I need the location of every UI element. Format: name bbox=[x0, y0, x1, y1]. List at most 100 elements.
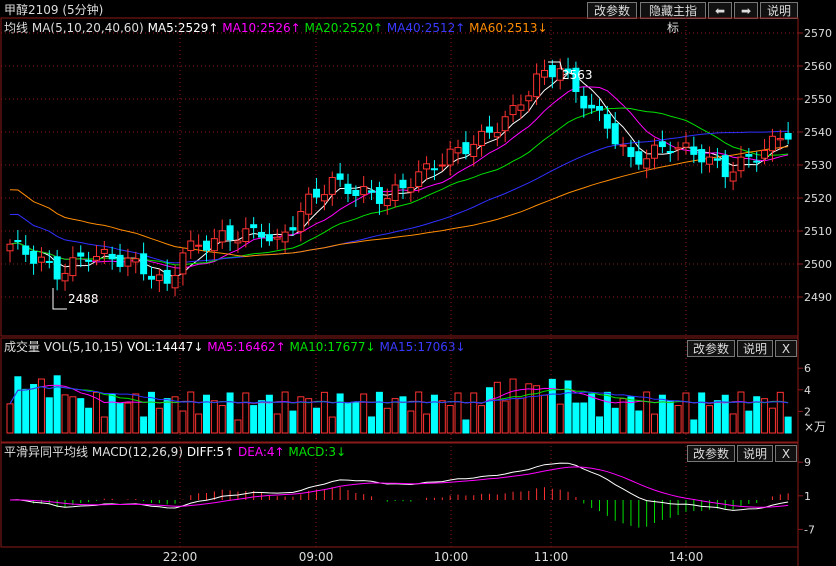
volume-bar bbox=[580, 402, 588, 434]
volume-bar bbox=[368, 416, 376, 434]
volume-bar bbox=[540, 394, 548, 434]
macd-help-button[interactable]: 说明 bbox=[737, 445, 773, 462]
volume-bar bbox=[548, 378, 556, 434]
candle-up bbox=[155, 274, 163, 282]
volume-bar bbox=[761, 398, 769, 434]
volume-bar bbox=[525, 383, 533, 434]
volume-bar bbox=[375, 391, 383, 434]
macd-tick-label: -7 bbox=[804, 523, 815, 536]
macd-value: MACD:3↓ bbox=[288, 445, 347, 459]
volume-close-button[interactable]: X bbox=[775, 340, 797, 357]
volume-bar bbox=[423, 413, 431, 434]
volume-bar bbox=[218, 405, 226, 434]
candle-up bbox=[470, 143, 478, 157]
candle-up bbox=[132, 258, 140, 263]
macd-series bbox=[9, 462, 789, 528]
volume-bar bbox=[92, 391, 100, 434]
candle-down bbox=[690, 146, 698, 155]
candle-up bbox=[100, 248, 108, 254]
candle-down bbox=[399, 179, 407, 189]
volume-bar bbox=[250, 405, 258, 434]
volume-bar bbox=[281, 391, 289, 434]
volume-bar bbox=[564, 380, 572, 434]
candle-up bbox=[438, 164, 446, 167]
candle-down bbox=[564, 68, 572, 73]
candle-up bbox=[124, 257, 132, 267]
macd-close-button[interactable]: X bbox=[775, 445, 797, 462]
candle-down bbox=[53, 256, 61, 280]
candle-up bbox=[234, 240, 242, 244]
candle-up bbox=[61, 272, 69, 282]
volume-bar bbox=[140, 416, 148, 434]
volume-bar bbox=[776, 391, 784, 434]
macd-diff-line bbox=[9, 462, 789, 511]
volume-bar bbox=[706, 405, 714, 434]
price-tick-label: 2550 bbox=[804, 93, 832, 106]
candle-down bbox=[352, 189, 360, 196]
volume-bar bbox=[643, 391, 651, 434]
candle-down bbox=[140, 253, 148, 275]
volume-bar bbox=[658, 394, 666, 434]
candle-up bbox=[533, 73, 541, 98]
candle-down bbox=[713, 158, 721, 161]
candle-down bbox=[265, 234, 273, 242]
candle-up bbox=[328, 176, 336, 195]
candle-up bbox=[454, 147, 462, 154]
grid-lines bbox=[1, 18, 803, 547]
candle-down bbox=[336, 173, 344, 180]
volume-bars bbox=[6, 375, 792, 434]
macd-params-button[interactable]: 改参数 bbox=[687, 445, 735, 462]
candle-up bbox=[407, 187, 415, 193]
candle-down bbox=[666, 151, 674, 154]
volume-bar bbox=[108, 393, 116, 434]
volume-bar bbox=[556, 403, 564, 434]
volume-bar bbox=[635, 410, 643, 434]
volume-bar bbox=[100, 416, 108, 434]
price-tick-label: 2540 bbox=[804, 126, 832, 139]
volume-legend: 成交量 VOL(5,10,15) VOL:14447↓ MA5:16462↑ M… bbox=[4, 339, 466, 355]
volume-bar bbox=[234, 419, 242, 434]
volume-bar bbox=[124, 402, 132, 434]
volume-value: VOL:14447↓ bbox=[126, 340, 204, 354]
volume-unit-label: ×万 bbox=[804, 420, 826, 434]
vol-ma10-value: MA10:17677↓ bbox=[289, 340, 376, 354]
time-tick-label: 22:00 bbox=[163, 550, 198, 564]
volume-bar bbox=[651, 413, 659, 434]
ma40-value: MA40:2512↑ bbox=[386, 21, 466, 35]
volume-bar bbox=[729, 413, 737, 434]
candle-up bbox=[540, 69, 548, 78]
scroll-left-button[interactable]: ⬅ bbox=[708, 2, 732, 19]
volume-bar bbox=[297, 396, 305, 434]
volume-bar bbox=[415, 391, 423, 434]
volume-bar bbox=[265, 394, 273, 434]
volume-bar bbox=[611, 407, 619, 434]
candle-up bbox=[37, 256, 45, 263]
volume-bar bbox=[407, 410, 415, 434]
volume-help-button[interactable]: 说明 bbox=[737, 340, 773, 357]
time-tick-label: 11:00 bbox=[534, 550, 569, 564]
candle-up bbox=[415, 171, 423, 188]
time-tick-label: 09:00 bbox=[299, 550, 334, 564]
volume-params-button[interactable]: 改参数 bbox=[687, 340, 735, 357]
candle-up bbox=[69, 257, 77, 277]
candle-up bbox=[281, 231, 289, 243]
candle-down bbox=[698, 149, 706, 163]
volume-tick-label: 6 bbox=[804, 362, 811, 375]
volume-bar bbox=[352, 402, 360, 434]
candle-up bbox=[297, 211, 305, 232]
scroll-right-button[interactable]: ➡ bbox=[734, 2, 758, 19]
volume-bar bbox=[533, 385, 541, 434]
candle-down bbox=[77, 252, 85, 257]
low-price-label: 2488 bbox=[68, 292, 99, 306]
volume-bar bbox=[768, 407, 776, 434]
volume-bar bbox=[320, 391, 328, 434]
volume-bar bbox=[572, 402, 580, 434]
volume-bar bbox=[493, 381, 501, 434]
volume-bar bbox=[588, 393, 596, 434]
candle-up bbox=[305, 193, 313, 215]
candle-down bbox=[344, 183, 352, 195]
candle-up bbox=[509, 105, 517, 116]
candle-down bbox=[784, 133, 792, 140]
macd-dea-line bbox=[9, 466, 789, 508]
